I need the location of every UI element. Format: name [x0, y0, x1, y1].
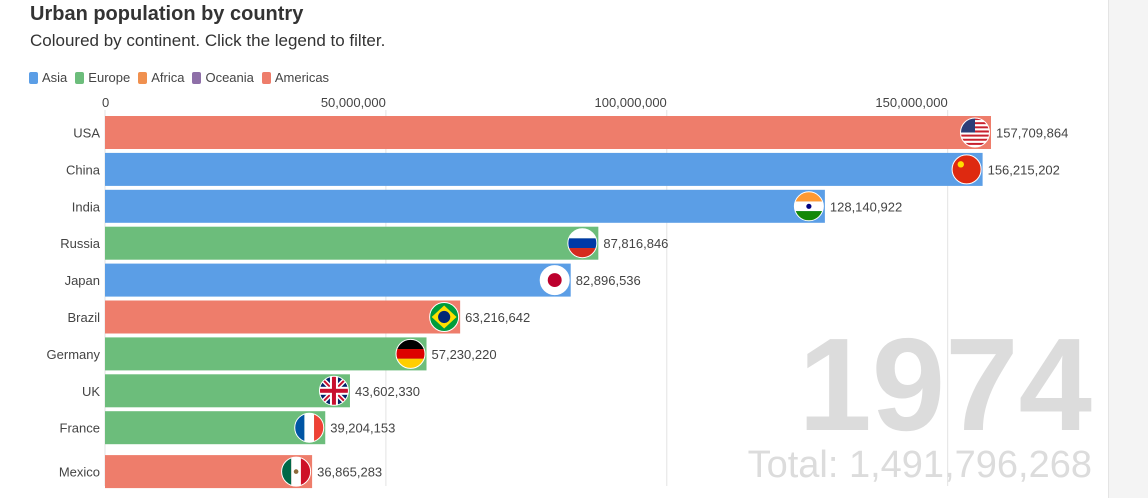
bar-brazil[interactable] [105, 300, 461, 334]
legend-item-americas[interactable]: Americas [261, 70, 330, 85]
x-tick-label: 150,000,000 [875, 95, 947, 110]
legend-swatch-africa [138, 71, 148, 84]
value-label: 39,204,153 [330, 421, 395, 436]
legend-item-europe[interactable]: Europe [75, 70, 130, 85]
india-flag-icon [793, 191, 824, 222]
mexico-flag-icon [281, 456, 312, 487]
france-flag-icon [294, 412, 325, 443]
brazil-flag-icon [429, 302, 460, 332]
year-watermark: 1974 [798, 311, 1092, 458]
legend-label-africa: Africa [151, 70, 185, 85]
legend-swatch-americas [261, 71, 271, 84]
bar-russia[interactable] [105, 226, 599, 260]
bar-india[interactable] [105, 189, 825, 223]
value-label: 57,230,220 [432, 347, 497, 362]
legend-label-europe: Europe [88, 70, 131, 85]
value-label: 128,140,922 [830, 199, 902, 214]
legend-swatch-oceania [192, 71, 202, 84]
bar-usa[interactable] [105, 116, 991, 149]
germany-flag-icon [395, 338, 426, 369]
category-label: China [66, 162, 101, 177]
category-label: Germany [47, 347, 101, 362]
legend-label-asia: Asia [42, 70, 68, 85]
value-label: 43,602,330 [355, 384, 420, 399]
value-label: 36,865,283 [317, 465, 382, 480]
value-label: 63,216,642 [465, 310, 530, 325]
category-label: Mexico [59, 465, 100, 480]
category-label: UK [82, 384, 100, 399]
value-label: 87,816,846 [603, 236, 668, 251]
category-label: Japan [65, 273, 100, 288]
legend-swatch-asia [29, 71, 38, 84]
category-label: USA [73, 126, 100, 141]
usa-flag-icon [960, 117, 990, 148]
legend-item-africa[interactable]: Africa [138, 70, 184, 85]
legend-label-americas: Americas [274, 70, 330, 85]
chart-title: Urban population by country [30, 3, 304, 25]
china-flag-icon [951, 154, 982, 185]
total-label: Total: 1,491,796,268 [748, 444, 1092, 486]
legend-swatch-europe [75, 71, 85, 84]
category-label: India [72, 199, 101, 214]
bars-layer: USA 157,709,864 China 156,215,202 India 128,1… [47, 116, 1068, 489]
category-label: Brazil [67, 310, 100, 325]
value-label: 157,709,864 [996, 126, 1068, 141]
x-tick-label: 100,000,000 [594, 95, 666, 110]
bar-uk[interactable] [105, 374, 350, 408]
x-tick-label: 50,000,000 [321, 95, 386, 110]
bar-chart: 0 50,000,000 100,000,000 150,000,000 USA 157… [47, 95, 1092, 489]
uk-flag-icon [318, 375, 349, 406]
legend: Asia Europe Africa Oceania Americas [29, 70, 337, 85]
x-tick-label: 0 [102, 95, 109, 110]
bar-france[interactable] [105, 411, 326, 445]
value-label: 156,215,202 [988, 162, 1060, 177]
legend-item-asia[interactable]: Asia [29, 70, 67, 85]
legend-item-oceania[interactable]: Oceania [192, 70, 254, 85]
japan-flag-icon [539, 265, 570, 296]
chart-subtitle: Coloured by continent. Click the legend … [30, 31, 386, 50]
bar-china[interactable] [105, 152, 983, 186]
russia-flag-icon [567, 228, 598, 259]
right-gutter [1108, 0, 1148, 498]
bar-germany[interactable] [105, 337, 427, 371]
bar-mexico[interactable] [105, 455, 313, 489]
legend-label-oceania: Oceania [205, 70, 254, 85]
category-label: France [60, 421, 100, 436]
value-label: 82,896,536 [576, 273, 641, 288]
category-label: Russia [60, 236, 101, 251]
bar-japan[interactable] [105, 263, 571, 297]
